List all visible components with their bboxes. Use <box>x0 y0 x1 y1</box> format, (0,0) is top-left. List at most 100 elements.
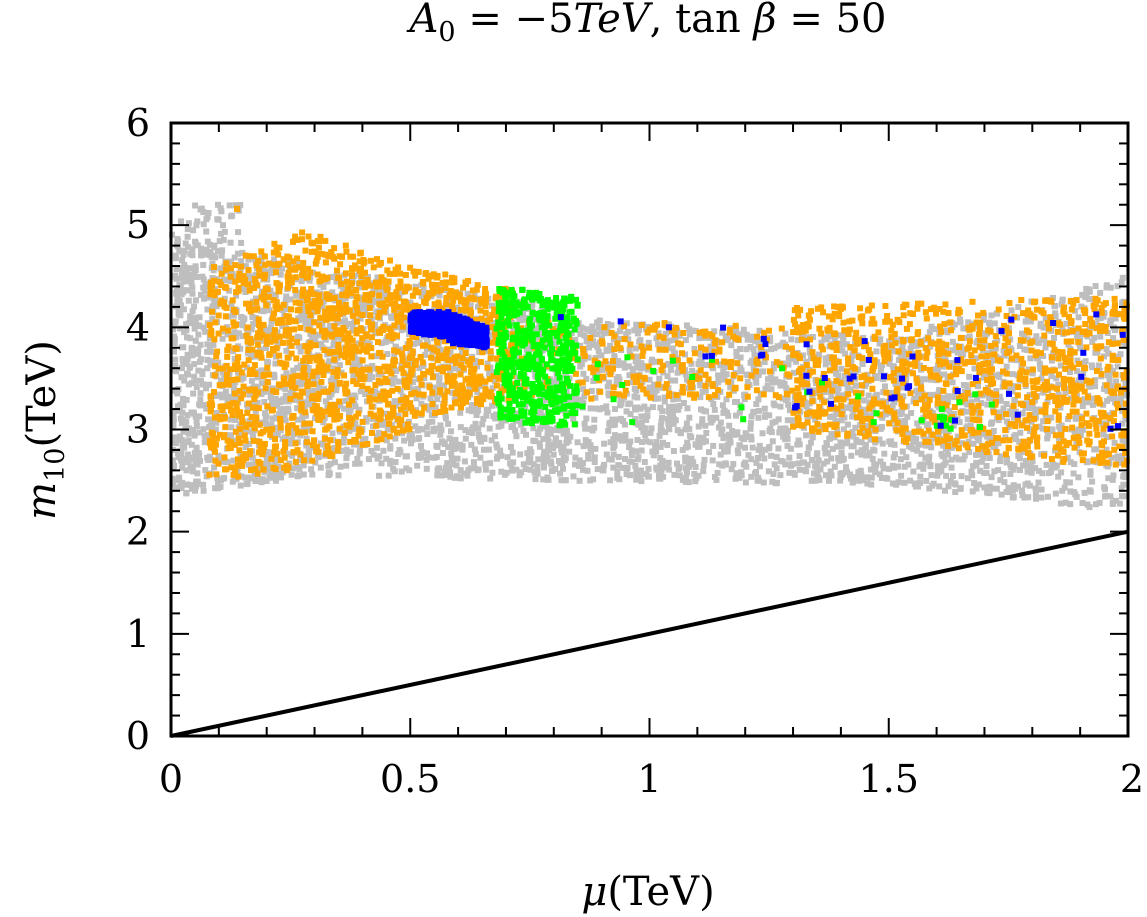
point-gray <box>653 387 660 394</box>
point-gray <box>535 431 542 438</box>
point-orange <box>317 314 324 321</box>
point-gray <box>892 380 899 387</box>
point-gray <box>988 420 995 427</box>
point-gray <box>858 447 865 454</box>
point-gray <box>1052 490 1059 497</box>
point-gray <box>916 463 923 470</box>
point-orange <box>322 237 329 244</box>
point-gray <box>753 372 760 379</box>
point-orange <box>252 370 259 377</box>
point-orange <box>243 421 250 428</box>
point-gray <box>576 477 583 484</box>
point-gray <box>732 475 739 482</box>
point-gray <box>1044 432 1051 438</box>
point-gray <box>290 389 297 396</box>
point-gray <box>504 454 511 461</box>
point-gray <box>465 407 472 414</box>
point-gray <box>784 461 791 468</box>
point-orange <box>271 310 278 317</box>
point-gray <box>653 335 660 342</box>
point-gray <box>610 336 617 343</box>
point-gray <box>633 476 640 483</box>
point-gray <box>784 417 791 424</box>
point-gray <box>530 425 537 432</box>
point-gray <box>184 233 191 240</box>
point-gray <box>768 346 775 353</box>
point-gray <box>535 355 542 362</box>
point-gray <box>847 471 853 478</box>
point-gray <box>462 435 469 442</box>
point-gray <box>671 471 678 478</box>
point-gray <box>424 450 430 457</box>
point-orange <box>359 418 366 425</box>
point-gray <box>419 426 426 433</box>
point-gray <box>1100 386 1107 392</box>
point-orange <box>232 428 239 435</box>
point-gray <box>909 434 916 441</box>
point-gray <box>206 424 213 431</box>
point-gray <box>748 473 755 480</box>
point-gray <box>899 448 906 455</box>
point-gray <box>212 393 219 399</box>
point-gray <box>710 365 717 372</box>
point-gray <box>647 429 654 436</box>
point-orange <box>238 414 245 421</box>
point-gray <box>891 441 898 448</box>
point-gray <box>892 451 898 458</box>
point-gray <box>625 401 632 408</box>
point-gray <box>618 396 625 403</box>
point-gray <box>170 481 177 487</box>
point-gray <box>360 304 367 311</box>
point-orange <box>251 404 258 411</box>
point-gray <box>716 461 723 468</box>
point-orange <box>397 397 404 404</box>
point-gray <box>179 479 186 486</box>
point-gray <box>843 379 849 386</box>
point-gray <box>253 295 259 302</box>
point-gray <box>1113 378 1119 385</box>
point-gray <box>667 366 674 373</box>
point-gray <box>295 343 302 350</box>
point-gray <box>610 464 617 471</box>
point-gray <box>1073 414 1080 421</box>
point-gray <box>412 423 419 430</box>
point-gray <box>362 308 369 315</box>
point-gray <box>1074 357 1081 364</box>
point-gray <box>283 370 290 377</box>
point-gray <box>935 391 942 398</box>
point-gray <box>268 318 275 325</box>
point-orange <box>378 436 385 443</box>
point-gray <box>548 442 555 449</box>
point-gray <box>335 296 342 303</box>
point-gray <box>575 462 582 469</box>
point-gray <box>649 404 656 411</box>
point-gray <box>561 457 568 464</box>
point-gray <box>626 472 633 479</box>
point-gray <box>558 477 565 484</box>
point-gray <box>514 352 521 359</box>
point-orange <box>223 403 229 410</box>
point-gray <box>771 345 778 352</box>
point-gray <box>282 392 289 399</box>
point-gray <box>762 446 769 453</box>
point-gray <box>696 434 702 441</box>
point-gray <box>1087 468 1094 475</box>
point-gray <box>171 322 178 329</box>
point-gray <box>460 311 467 318</box>
point-gray <box>1013 357 1020 364</box>
point-gray <box>250 401 257 408</box>
point-gray <box>1042 344 1049 351</box>
point-gray <box>682 337 689 344</box>
point-gray <box>761 359 768 365</box>
point-gray <box>671 403 678 410</box>
point-gray <box>303 442 310 449</box>
point-gray <box>454 304 461 311</box>
point-gray <box>606 379 613 386</box>
point-gray <box>388 313 395 320</box>
point-gray <box>365 456 372 463</box>
point-orange <box>232 468 239 475</box>
point-gray <box>215 480 222 487</box>
point-gray <box>643 417 650 423</box>
point-gray <box>837 439 844 446</box>
point-gray <box>1108 454 1115 461</box>
